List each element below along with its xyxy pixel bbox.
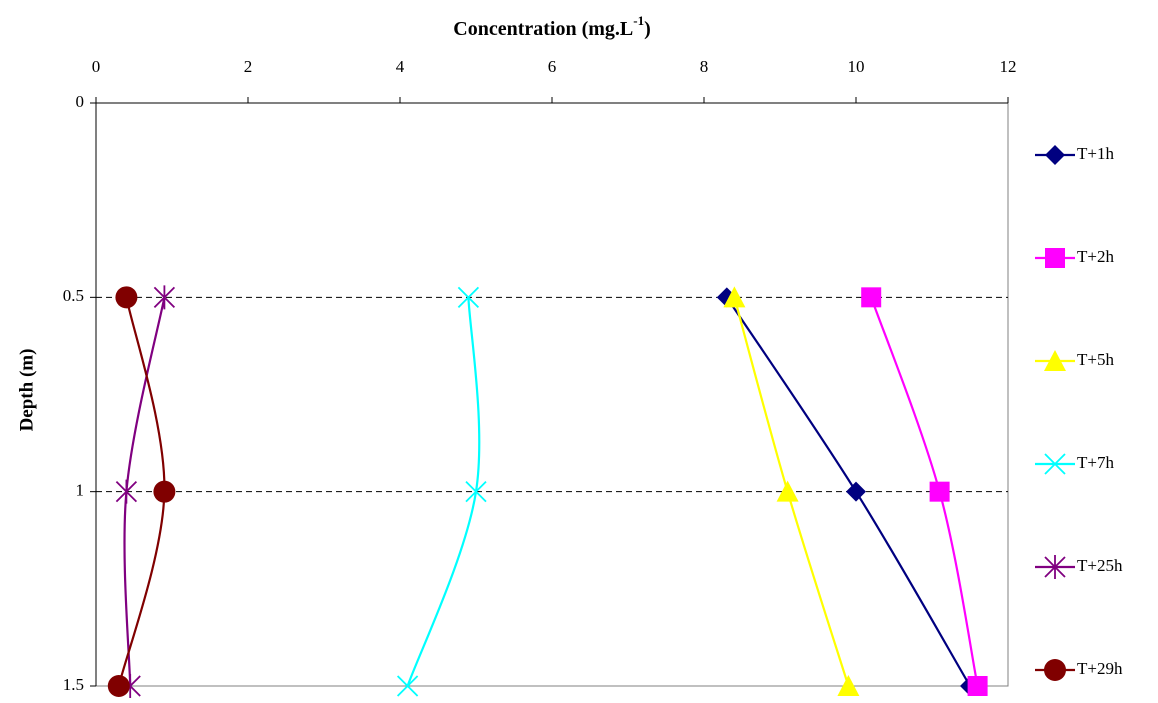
legend-marker — [1044, 555, 1066, 579]
marker — [846, 481, 866, 502]
legend-marker — [1044, 350, 1066, 371]
legend-label: T+2h — [1077, 247, 1114, 266]
marker — [396, 675, 419, 697]
x-tick-label: 2 — [244, 57, 253, 76]
marker — [929, 481, 950, 502]
x-tick-label: 0 — [92, 57, 101, 76]
x-tick-label: 8 — [700, 57, 709, 76]
title-superscript: -1 — [633, 13, 644, 28]
x-tick-label: 10 — [848, 57, 865, 76]
marker — [115, 286, 138, 309]
marker — [967, 676, 988, 696]
legend-marker — [1045, 145, 1065, 165]
x-tick-label: 12 — [1000, 57, 1017, 76]
y-tick-label: 0 — [76, 92, 85, 111]
marker — [776, 480, 799, 502]
marker — [153, 285, 176, 310]
marker — [115, 479, 138, 504]
y-tick-label: 1 — [76, 481, 85, 500]
marker — [861, 287, 882, 308]
legend-marker — [1044, 659, 1066, 681]
marker — [153, 480, 176, 503]
chart-title: Concentration (mg.L-1) — [453, 13, 651, 40]
marker — [723, 286, 746, 308]
title-end: ) — [644, 18, 651, 40]
legend-marker — [1044, 453, 1066, 475]
legend-label: T+1h — [1077, 144, 1114, 163]
marker — [465, 481, 487, 503]
y-axis-label: Depth (m) — [16, 349, 37, 432]
marker — [107, 675, 130, 697]
legend-label: T+5h — [1077, 350, 1114, 369]
plot-area — [95, 102, 1009, 687]
marker — [837, 675, 860, 696]
x-tick-label: 4 — [396, 57, 405, 76]
y-tick-label: 1.5 — [63, 675, 84, 694]
y-tick-label: 0.5 — [63, 286, 84, 305]
x-tick-label: 6 — [548, 57, 557, 76]
legend-label: T+29h — [1077, 659, 1123, 678]
legend-label: T+7h — [1077, 453, 1114, 472]
legend-label: T+25h — [1077, 556, 1123, 575]
legend-marker — [1045, 248, 1065, 268]
title-main: Concentration (mg.L — [453, 18, 633, 40]
marker — [457, 286, 480, 308]
